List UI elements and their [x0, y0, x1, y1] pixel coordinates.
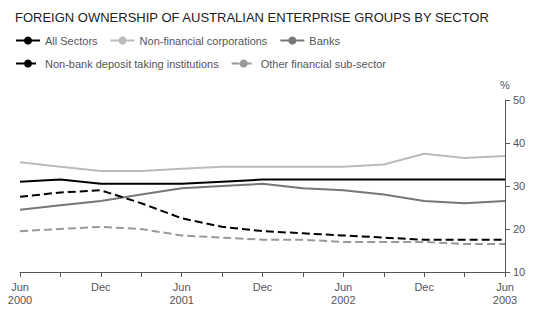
svg-text:10: 10 — [513, 266, 525, 278]
svg-text:2003: 2003 — [493, 294, 517, 306]
svg-text:30: 30 — [513, 180, 525, 192]
svg-text:All Sectors: All Sectors — [45, 35, 98, 47]
svg-text:Dec: Dec — [91, 281, 111, 293]
svg-text:Jun: Jun — [334, 281, 352, 293]
svg-text:2000: 2000 — [8, 294, 32, 306]
svg-text:20: 20 — [513, 223, 525, 235]
svg-text:Dec: Dec — [414, 281, 434, 293]
svg-text:%: % — [500, 79, 510, 91]
svg-text:Banks: Banks — [309, 35, 340, 47]
svg-text:FOREIGN OWNERSHIP OF AUSTRALIA: FOREIGN OWNERSHIP OF AUSTRALIAN ENTERPRI… — [15, 10, 489, 25]
svg-text:Jun: Jun — [173, 281, 191, 293]
svg-text:Non-bank deposit taking instit: Non-bank deposit taking institutions — [45, 58, 219, 70]
svg-text:Dec: Dec — [253, 281, 273, 293]
svg-text:50: 50 — [513, 94, 525, 106]
svg-text:Jun: Jun — [496, 281, 514, 293]
svg-text:Jun: Jun — [11, 281, 29, 293]
svg-text:2002: 2002 — [331, 294, 355, 306]
svg-text:Non-financial corporations: Non-financial corporations — [140, 35, 268, 47]
svg-text:2001: 2001 — [169, 294, 193, 306]
svg-text:40: 40 — [513, 137, 525, 149]
svg-text:Other financial sub-sector: Other financial sub-sector — [261, 58, 387, 70]
